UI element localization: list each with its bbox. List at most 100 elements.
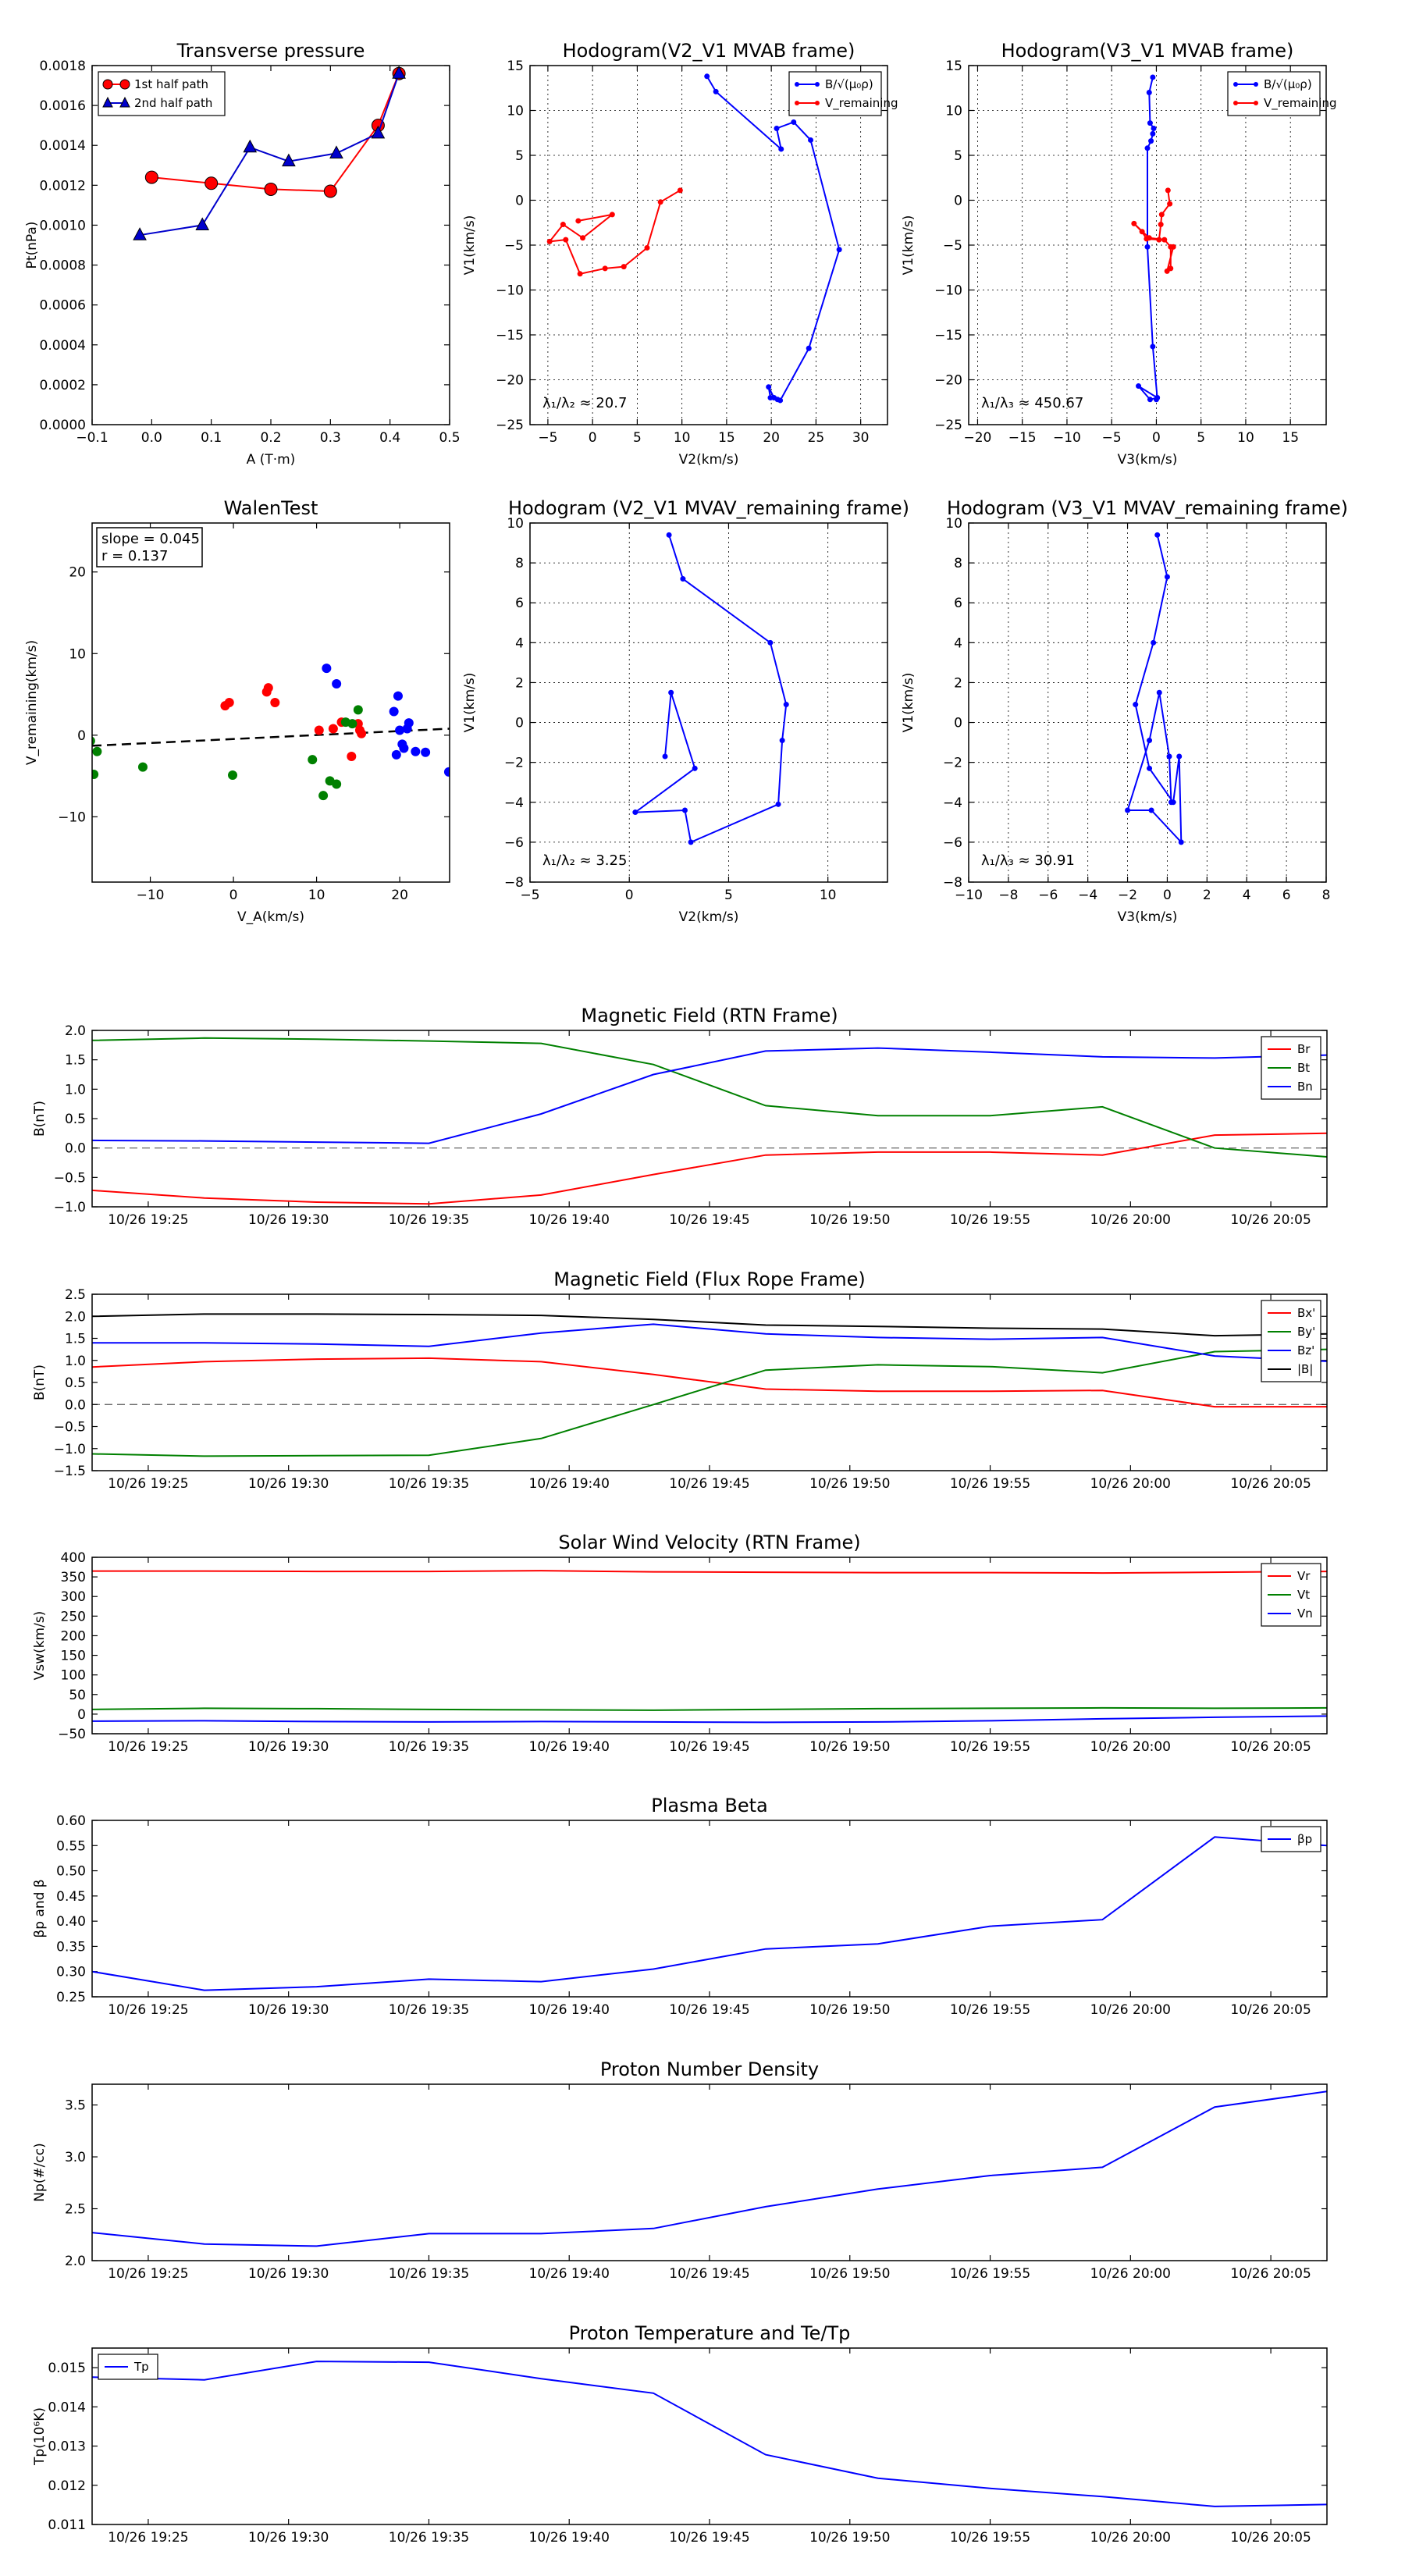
series-line-Bt xyxy=(92,1037,1327,1158)
legend-label: Vn xyxy=(1297,1606,1313,1621)
data-point xyxy=(1146,235,1152,241)
data-point xyxy=(657,199,663,205)
x-tick-label: −5 xyxy=(538,430,557,446)
data-point xyxy=(1144,244,1151,250)
x-tick-label: 10/26 20:00 xyxy=(1090,2530,1171,2546)
data-point xyxy=(778,146,784,152)
y-tick-label: −20 xyxy=(496,373,524,389)
series-line-|B| xyxy=(92,1313,1327,1337)
chart-magnetic_field_rtn: Magnetic Field (RTN Frame) 10/26 19:25 10/… xyxy=(32,1005,1328,1228)
x-axis-label: A (T·m) xyxy=(247,452,296,468)
y-tick-label: 0.013 xyxy=(48,2439,86,2455)
x-tick-label: 20 xyxy=(391,888,408,903)
annotation: λ₁/λ₂ ≈ 20.7 xyxy=(542,395,627,411)
data-point xyxy=(243,139,258,153)
x-tick-label: 10/26 19:40 xyxy=(529,2002,610,2018)
plot-area xyxy=(546,73,842,404)
chart-title: Hodogram(V2_V1 MVAB frame) xyxy=(563,40,855,62)
y-tick-label: 400 xyxy=(61,1550,86,1566)
y-tick-label: 2.0 xyxy=(65,2254,86,2269)
x-tick-label: 10/26 20:05 xyxy=(1230,1212,1311,1228)
y-tick-label: 3.5 xyxy=(65,2098,86,2114)
series-line-hodogram xyxy=(632,534,788,844)
chart-hodogram_v3v1_mvab: Hodogram(V3_V1 MVAB frame) −20 −15 −10 −5 0 5 1… xyxy=(901,40,1337,468)
plot-frame xyxy=(91,1557,1328,1735)
legend-label: Bn xyxy=(1297,1080,1313,1094)
y-tick-label: 0 xyxy=(515,194,524,209)
y-axis-label: Vsw(km/s) xyxy=(32,1611,48,1681)
y-tick-label: 2.0 xyxy=(65,1023,86,1039)
data-point xyxy=(779,738,785,744)
y-tick-label: 8 xyxy=(954,556,962,571)
x-tick-label: 0.0 xyxy=(141,430,162,446)
y-tick-label: 0.0006 xyxy=(40,298,86,314)
legend-box xyxy=(1261,1300,1321,1382)
x-tick-label: 0 xyxy=(589,430,597,446)
data-point xyxy=(347,752,357,761)
plot-frame xyxy=(91,65,450,425)
data-point xyxy=(263,683,273,693)
plot-area xyxy=(92,2361,1327,2507)
y-tick-label: 0.0 xyxy=(65,1397,86,1413)
plot-area xyxy=(632,532,789,845)
data-point xyxy=(92,770,99,779)
x-tick-label: 10/26 20:05 xyxy=(1230,2530,1311,2546)
chart-hodogram_v2v1_mvab: Hodogram(V2_V1 MVAB frame) −5 0 5 10 15 20 25 30… xyxy=(462,40,898,468)
y-tick-label: 1.0 xyxy=(65,1082,86,1098)
x-tick-label: 0.5 xyxy=(439,430,460,446)
data-point xyxy=(704,73,710,80)
chart-solar_wind_velocity: Solar Wind Velocity (RTN Frame) 10/26 19:… xyxy=(32,1532,1328,1755)
data-point xyxy=(644,244,650,251)
x-tick-label: 10 xyxy=(820,888,837,903)
legend-marker xyxy=(1233,82,1238,87)
y-tick-label: 0.0016 xyxy=(40,98,86,114)
series-line-Bx' xyxy=(92,1357,1327,1408)
x-tick-label: 10/26 19:25 xyxy=(108,2002,188,2018)
x-tick-label: −15 xyxy=(1008,430,1037,446)
y-axis-label: βp and β xyxy=(32,1879,48,1937)
x-tick-label: −5 xyxy=(520,888,539,903)
series-line-Vr xyxy=(92,1570,1327,1574)
x-tick-label: 20 xyxy=(763,430,780,446)
x-tick-label: 10/26 20:00 xyxy=(1090,1739,1171,1755)
chart-title: WalenTest xyxy=(224,497,318,519)
annotation-box xyxy=(96,527,203,568)
y-axis-label: V1(km/s) xyxy=(462,673,478,733)
y-tick-label: 300 xyxy=(61,1589,86,1605)
x-tick-label: 10/26 19:35 xyxy=(389,2266,469,2282)
series-line-By' xyxy=(92,1348,1327,1457)
x-tick-label: 0 xyxy=(1152,430,1161,446)
x-tick-label: −5 xyxy=(1102,430,1122,446)
data-point xyxy=(668,689,674,696)
data-point xyxy=(766,384,772,390)
y-tick-label: 0.0004 xyxy=(40,338,86,354)
y-tick-label: 0.0002 xyxy=(40,378,86,393)
x-tick-label: 10/26 19:35 xyxy=(389,1212,469,1228)
x-tick-label: 15 xyxy=(1282,430,1299,446)
y-tick-label: −0.5 xyxy=(54,1170,86,1186)
y-tick-label: 5 xyxy=(515,148,524,164)
data-point xyxy=(1161,237,1168,243)
plot-area xyxy=(133,66,406,240)
data-point xyxy=(775,801,781,807)
x-tick-label: 10/26 19:25 xyxy=(108,2530,188,2546)
x-tick-label: −4 xyxy=(1078,888,1097,903)
series-line-1st half path xyxy=(151,73,400,193)
y-tick-label: 0.45 xyxy=(56,1889,86,1905)
x-tick-label: 10/26 19:40 xyxy=(529,1476,610,1492)
data-point xyxy=(1158,222,1164,228)
data-point xyxy=(774,126,780,131)
y-tick-label: 2.5 xyxy=(65,1287,86,1303)
y-tick-label: 0.0000 xyxy=(40,418,86,433)
legend-label: Bt xyxy=(1297,1061,1310,1075)
annotation: λ₁/λ₃ ≈ 30.91 xyxy=(981,852,1075,869)
x-tick-label: −10 xyxy=(137,888,165,903)
data-point xyxy=(1133,702,1139,708)
x-tick-label: 10/26 19:35 xyxy=(389,2530,469,2546)
series-line-V_remaining xyxy=(547,189,681,275)
x-tick-label: 8 xyxy=(1322,888,1331,903)
y-tick-label: 0 xyxy=(954,716,962,731)
x-tick-label: 10/26 19:50 xyxy=(809,1476,890,1492)
y-tick-label: −10 xyxy=(934,283,962,299)
y-axis-label: Tp(10⁶K) xyxy=(32,2407,48,2466)
